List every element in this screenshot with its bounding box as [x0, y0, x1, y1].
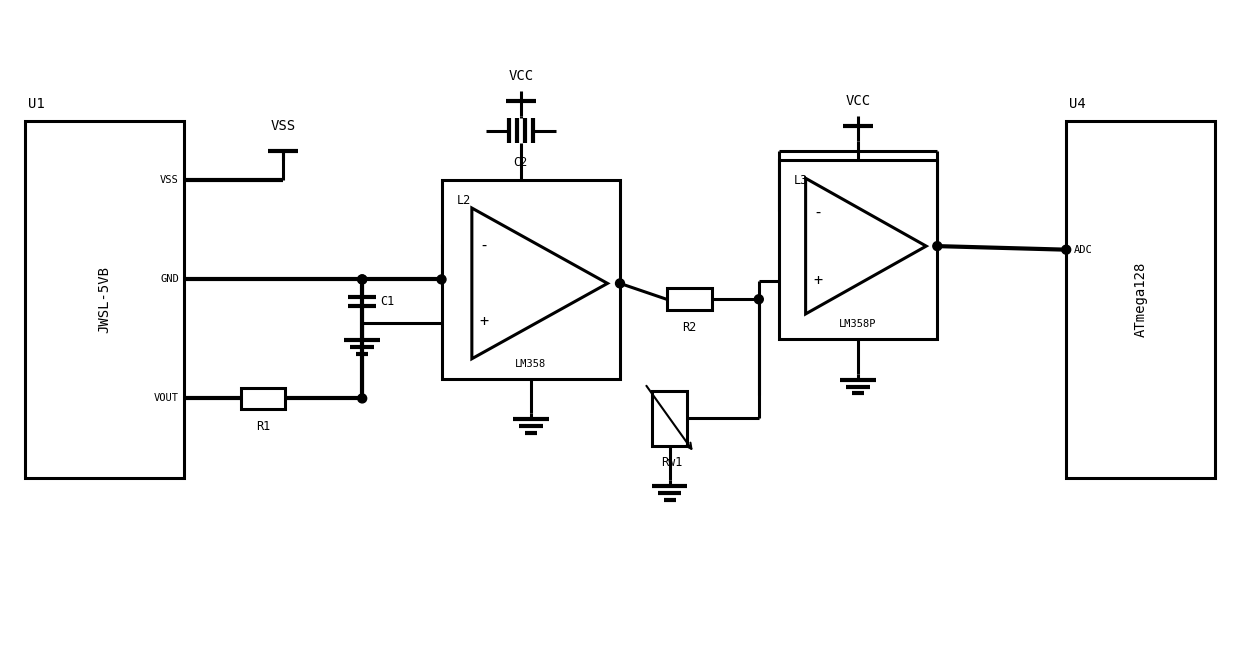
Text: VCC: VCC [508, 69, 533, 83]
Text: VOUT: VOUT [154, 393, 179, 403]
Text: R2: R2 [682, 320, 697, 333]
Text: VCC: VCC [846, 94, 870, 108]
Circle shape [1061, 245, 1070, 254]
Text: L3: L3 [794, 174, 807, 186]
Text: JWSL-5VB: JWSL-5VB [98, 266, 112, 333]
Text: R1: R1 [255, 420, 270, 433]
Text: -: - [813, 205, 822, 219]
Bar [241, 387, 285, 409]
Circle shape [932, 242, 941, 250]
Text: C1: C1 [379, 295, 394, 308]
Text: ATmega128: ATmega128 [1133, 262, 1147, 337]
Text: VSS: VSS [270, 119, 295, 132]
Text: LM358: LM358 [515, 358, 547, 368]
Polygon shape [806, 179, 926, 314]
Text: +: + [813, 273, 822, 287]
Circle shape [357, 275, 367, 284]
Text: Rw1: Rw1 [661, 457, 682, 469]
Text: C2: C2 [513, 156, 528, 169]
Text: +: + [479, 314, 489, 329]
Circle shape [436, 275, 446, 284]
Circle shape [357, 275, 367, 284]
Bar [652, 391, 687, 445]
Bar [667, 289, 712, 310]
Polygon shape [472, 208, 608, 358]
Bar [25, 121, 184, 478]
Text: -: - [479, 238, 489, 253]
Bar [441, 181, 620, 378]
Bar [1066, 121, 1215, 478]
Circle shape [357, 394, 367, 403]
Text: VSS: VSS [160, 175, 179, 185]
Text: U1: U1 [29, 97, 45, 111]
Text: LM358P: LM358P [839, 319, 877, 329]
Text: ADC: ADC [1074, 244, 1092, 254]
Text: GND: GND [160, 274, 179, 285]
Circle shape [615, 279, 625, 288]
Circle shape [754, 295, 764, 304]
Text: L2: L2 [456, 194, 471, 207]
Text: U4: U4 [1069, 97, 1086, 111]
Bar [779, 160, 937, 339]
